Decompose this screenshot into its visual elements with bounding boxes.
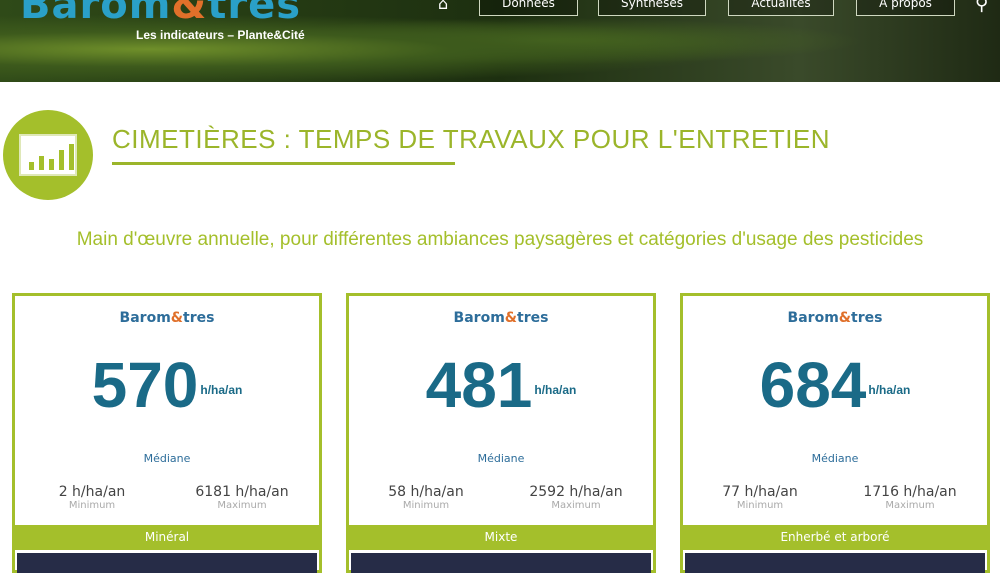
- chart-icon: [3, 110, 93, 200]
- median-label: Médiane: [143, 452, 191, 465]
- site-logo[interactable]: Barom&tres: [20, 0, 302, 28]
- search-icon[interactable]: ⚲: [975, 0, 989, 15]
- card-footer-bar[interactable]: [685, 553, 985, 573]
- nav-actualites[interactable]: Actualités: [728, 0, 834, 16]
- median-label: Médiane: [477, 452, 525, 465]
- tagline: Les indicateurs – Plante&Cité: [136, 28, 305, 42]
- card-brand-logo: Barom&tres: [119, 310, 215, 326]
- header-banner: Barom&tres Les indicateurs – Plante&Cité…: [0, 0, 1000, 82]
- median-value: 481 h/ha/an: [425, 349, 577, 421]
- unit-label: h/ha/an: [534, 383, 577, 398]
- indicator-card: Barom&tres 481 h/ha/an Médiane 58 h/ha/an…: [346, 293, 656, 573]
- indicator-card: Barom&tres 684 h/ha/an Médiane 77 h/ha/an…: [680, 293, 990, 573]
- nav-a-propos[interactable]: A propos: [856, 0, 955, 16]
- median-value: 684 h/ha/an: [759, 349, 911, 421]
- card-brand-logo: Barom&tres: [453, 310, 549, 326]
- card-footer-bar[interactable]: [351, 553, 651, 573]
- category-label: Enherbé et arboré: [683, 525, 987, 550]
- unit-label: h/ha/an: [868, 383, 911, 398]
- minimum-stat: 77 h/ha/an Minimum: [722, 484, 798, 511]
- title-underline: [112, 162, 455, 165]
- median-value: 570 h/ha/an: [91, 349, 243, 421]
- page-title: CIMETIÈRES : TEMPS DE TRAVAUX POUR L'ENT…: [112, 124, 831, 154]
- category-label: Mixte: [349, 525, 653, 550]
- page-subtitle: Main d'œuvre annuelle, pour différentes …: [76, 229, 924, 250]
- category-label: Minéral: [15, 525, 319, 550]
- maximum-stat: 1716 h/ha/an Maximum: [863, 484, 957, 511]
- nav-syntheses[interactable]: Synthèses: [598, 0, 706, 16]
- median-label: Médiane: [811, 452, 859, 465]
- unit-label: h/ha/an: [200, 383, 243, 398]
- maximum-stat: 2592 h/ha/an Maximum: [529, 484, 623, 511]
- home-icon[interactable]: ⌂: [438, 0, 449, 13]
- minimum-stat: 2 h/ha/an Minimum: [58, 484, 126, 511]
- nav-donnees[interactable]: Données: [479, 0, 578, 16]
- indicator-card: Barom&tres 570 h/ha/an Médiane 2 h/ha/an M…: [12, 293, 322, 573]
- maximum-stat: 6181 h/ha/an Maximum: [195, 484, 289, 511]
- card-brand-logo: Barom&tres: [787, 310, 883, 326]
- card-footer-bar[interactable]: [17, 553, 317, 573]
- minimum-stat: 58 h/ha/an Minimum: [388, 484, 464, 511]
